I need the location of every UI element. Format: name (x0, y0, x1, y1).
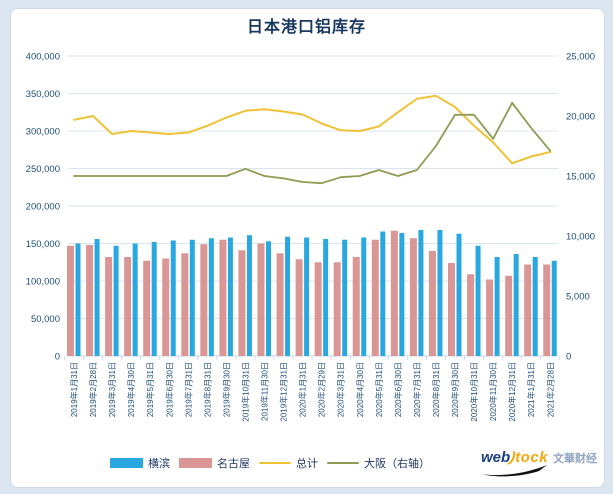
legend-label-yokohama: 横滨 (148, 458, 170, 470)
legend-swatch-nagoya-bar-icon (179, 458, 212, 468)
legend-item-yokohama: 横滨 (110, 455, 170, 471)
legend-item-total: 总计 (259, 455, 318, 471)
watermark-web: web (481, 449, 511, 466)
legend-label-nagoya: 名古屋 (217, 458, 250, 470)
chart-card (10, 8, 605, 488)
watermark-swoosh-icon (482, 465, 547, 477)
legend-swatch-total-line-icon (259, 461, 291, 465)
legend-swatch-osaka-line-icon (327, 461, 359, 465)
legend-item-osaka: 大阪（右轴） (327, 455, 430, 471)
watermark-company: 文華财经 (553, 453, 598, 465)
legend-item-nagoya: 名古屋 (179, 455, 250, 471)
watermark-logo: web)tock 文華财经 (481, 447, 599, 481)
legend: 横滨 名古屋 总计 大阪（右轴） (70, 453, 470, 473)
legend-label-osaka: 大阪（右轴） (364, 458, 430, 470)
legend-swatch-yokohama-bar-icon (110, 458, 143, 468)
watermark-tock: tock (515, 449, 549, 466)
legend-label-total: 总计 (296, 458, 318, 470)
watermark-text: web)tock 文華财经 (481, 449, 597, 467)
chart-title: 日本港口铝库存 (246, 19, 366, 36)
